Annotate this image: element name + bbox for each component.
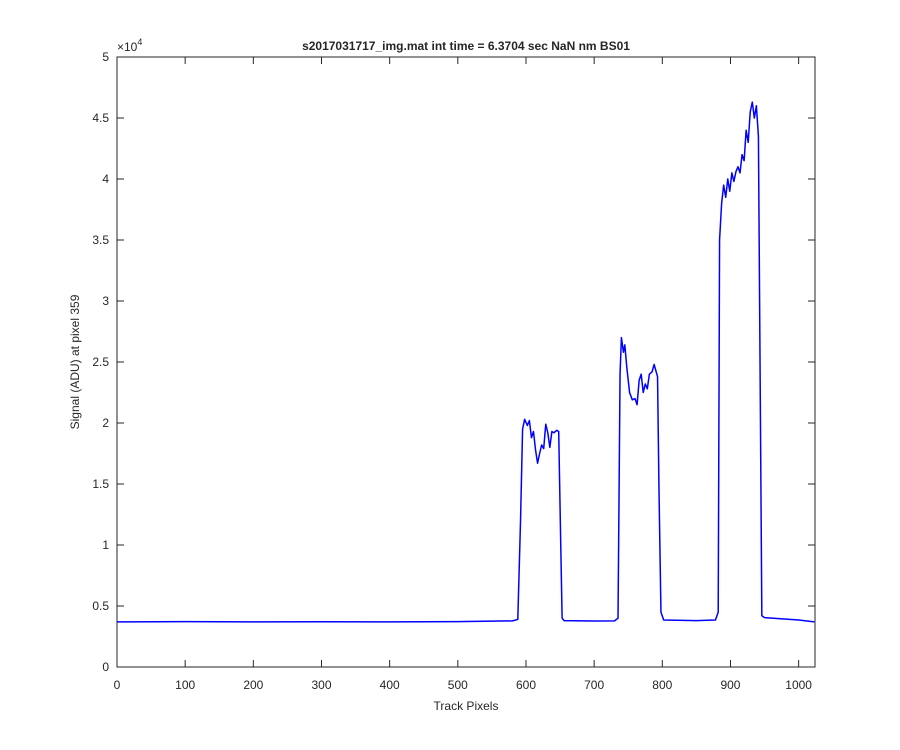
x-axis-label: Track Pixels [434, 699, 499, 713]
y-tick-label: 3 [102, 294, 109, 308]
y-exponent-power: 4 [137, 37, 142, 47]
y-tick-label: 1.5 [92, 477, 109, 491]
x-tick-label: 600 [516, 678, 536, 692]
y-tick-label: 5 [102, 50, 109, 64]
x-tick-label: 500 [448, 678, 468, 692]
x-tick-label: 400 [380, 678, 400, 692]
plot-area: 0 100 200 300 400 500 600 700 800 900 1000 0 0.5 1 1.5… [92, 50, 816, 692]
x-tick-label: 1000 [785, 678, 812, 692]
y-exponent-base: ×10 [117, 40, 138, 54]
y-tick-label: 1 [102, 538, 109, 552]
x-tick-label: 900 [720, 678, 740, 692]
x-tick-label: 0 [114, 678, 121, 692]
y-tick-label: 2 [102, 416, 109, 430]
y-exponent: ×104 [117, 37, 142, 54]
y-tick-label: 3.5 [92, 233, 109, 247]
x-tick-label: 200 [243, 678, 263, 692]
y-tick-label: 0 [102, 660, 109, 674]
y-axis-label: Signal (ADU) at pixel 359 [68, 294, 82, 429]
x-tick-label: 800 [652, 678, 672, 692]
y-tick-label: 2.5 [92, 355, 109, 369]
y-tick-label: 4.5 [92, 111, 109, 125]
x-tick-label: 100 [175, 678, 195, 692]
chart-title: s2017031717_img.mat int time = 6.3704 se… [302, 39, 630, 53]
y-tick-label: 4 [102, 172, 109, 186]
signal-line [116, 101, 815, 623]
y-tick-label: 0.5 [92, 599, 109, 613]
x-tick-label: 300 [311, 678, 331, 692]
x-tick-label: 700 [584, 678, 604, 692]
